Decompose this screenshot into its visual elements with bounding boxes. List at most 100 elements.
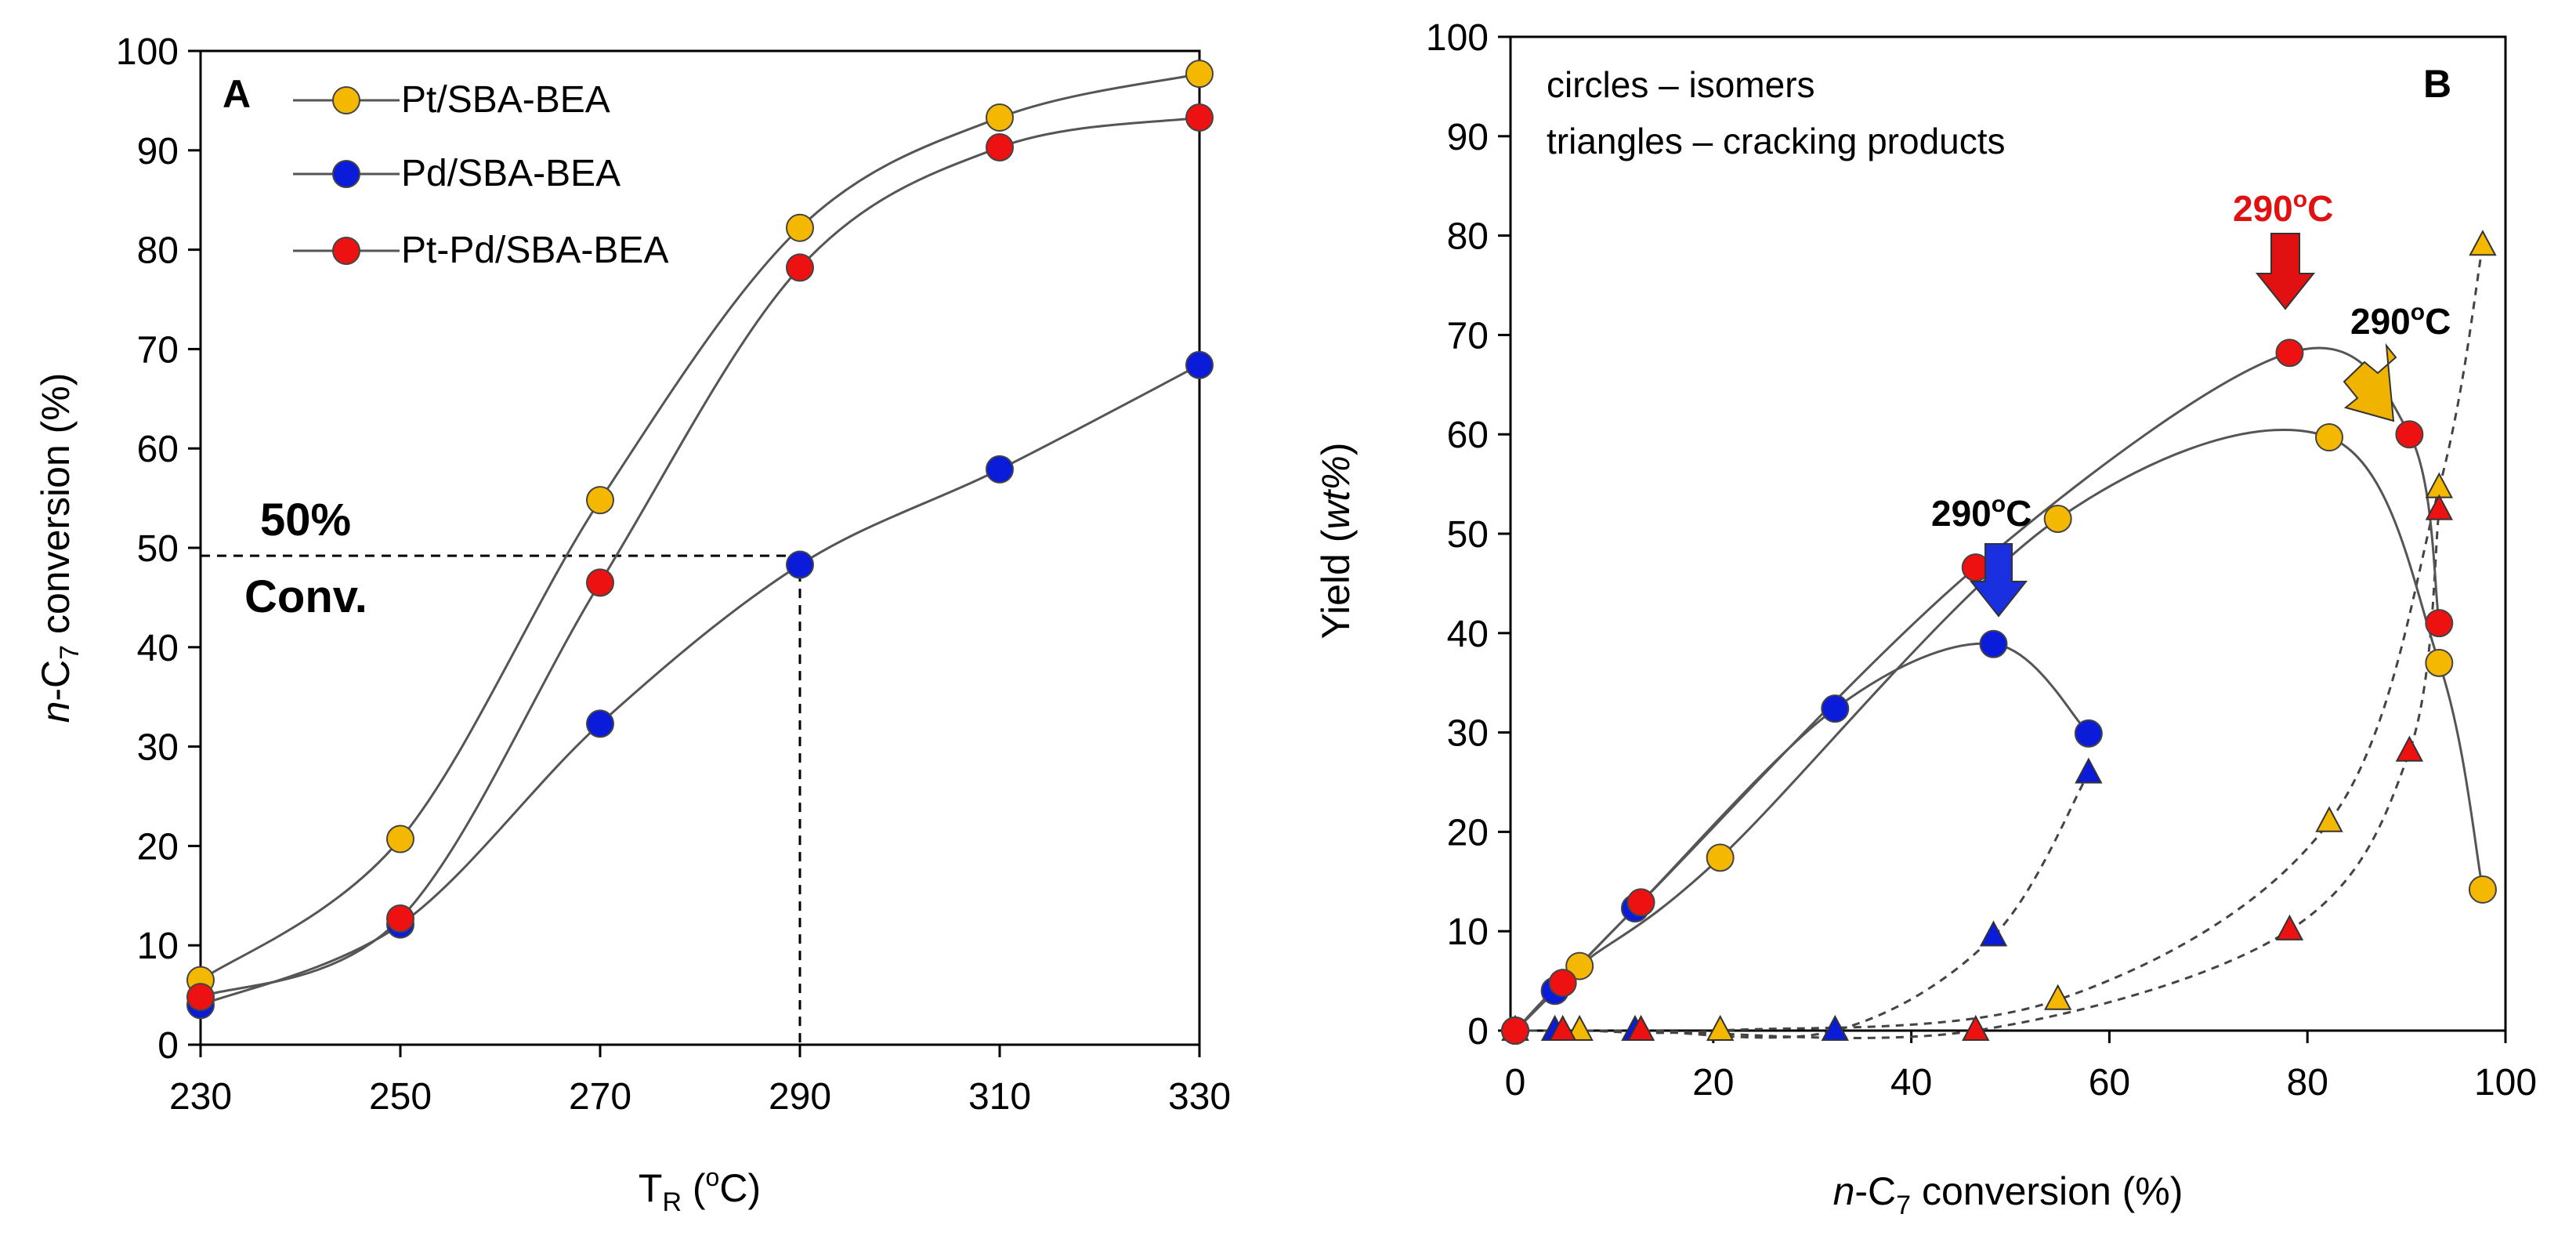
fifty-percent-guide xyxy=(201,554,801,1045)
isomer-point-pt xyxy=(2315,423,2344,452)
isomer-point-pt xyxy=(1565,951,1594,980)
panel-b-y-tick-label: 100 xyxy=(1426,17,1489,59)
legend-label-pd: Pd/SBA-BEA xyxy=(401,153,620,194)
panel-b-y-tick-label: 50 xyxy=(1447,514,1489,556)
isomer-point-pt xyxy=(2468,875,2497,904)
panel-a-letter: A xyxy=(223,72,251,116)
panel-a-y-tick-label: 20 xyxy=(137,826,179,868)
isomer-point-ptpd xyxy=(1501,1017,1529,1045)
panel-b-y-tick-label: 80 xyxy=(1447,216,1489,258)
note-triangles: triangles – cracking products xyxy=(1547,121,2006,161)
isomer-point-ptpd xyxy=(2425,609,2454,638)
panel-b-x-tick-label: 100 xyxy=(2474,1062,2537,1103)
isomer-point-ptpd xyxy=(2275,339,2304,368)
panel-a-points xyxy=(186,60,1214,1020)
arrow-pd-290: 290oC xyxy=(1931,491,2031,618)
panel-a-y-tick-label: 10 xyxy=(137,926,179,967)
label-290-ptpd: 290oC xyxy=(2233,187,2333,229)
arrow-pt-290: 290oC xyxy=(2343,299,2451,422)
panel-b: 0 10 20 30 40 50 60 70 80 90 100 0 20 40 60 80 100 B ci… xyxy=(1314,17,2537,1220)
cracking-point-pt xyxy=(2469,230,2497,256)
panel-a-point-pt xyxy=(386,824,414,853)
panel-a-point-ptpd xyxy=(1185,103,1214,132)
cracking-point-pd xyxy=(2075,757,2103,784)
panel-a-point-ptpd xyxy=(386,904,414,933)
panel-a-x-axis-title: TR (oC) xyxy=(639,1163,761,1217)
panel-a-point-ptpd xyxy=(786,253,814,282)
panel-a-y-tick-label: 90 xyxy=(137,131,179,172)
cracking-point-pt xyxy=(1706,1014,1735,1041)
panel-a-point-pd xyxy=(586,709,614,738)
panel-a-plot-area xyxy=(199,49,1201,1046)
legend-label-pt: Pt/SBA-BEA xyxy=(401,79,610,121)
panel-a-y-tick-label: 50 xyxy=(137,528,179,570)
panel-b-y-tick-label: 60 xyxy=(1447,415,1489,456)
panel-a-x-ticks: 230 250 270 290 310 330 xyxy=(169,1045,1231,1118)
panel-a-y-ticks: 0 10 20 30 40 50 60 70 80 90 100 xyxy=(116,31,201,1067)
cracking-point-pt xyxy=(2044,984,2072,1010)
legend-label-ptpd: Pt-Pd/SBA-BEA xyxy=(401,230,668,271)
panel-b-y-tick-label: 70 xyxy=(1447,315,1489,357)
isomer-point-pd xyxy=(1979,629,2008,658)
panel-a-x-tick-label: 290 xyxy=(769,1076,831,1118)
cracking-point-ptpd xyxy=(1549,1014,1577,1041)
isomer-point-pt xyxy=(1706,843,1735,872)
conversion-label: Conv. xyxy=(244,571,367,622)
panel-b-y-tick-label: 90 xyxy=(1447,117,1489,158)
cracking-point-ptpd xyxy=(1626,1014,1655,1041)
panel-b-y-tick-label: 20 xyxy=(1447,812,1489,853)
panel-a-y-tick-label: 40 xyxy=(137,628,179,669)
isomer-point-ptpd xyxy=(1548,969,1577,998)
panel-a-y-axis-title: n-C7 conversion (%) xyxy=(34,373,85,723)
legend-marker-pt xyxy=(332,86,360,114)
cracking-point-ptpd xyxy=(1962,1014,1990,1041)
panel-a-point-pd xyxy=(786,550,814,579)
isomer-point-ptpd xyxy=(1626,888,1655,917)
cracking-point-pt xyxy=(2315,806,2343,832)
isomer-point-pt xyxy=(2043,504,2072,533)
panel-a-y-tick-label: 80 xyxy=(137,230,179,272)
panel-a-point-pt xyxy=(586,486,614,515)
legend-marker-pd xyxy=(332,160,360,188)
panel-b-letter: B xyxy=(2423,62,2451,106)
arrow-down-ptpd-icon xyxy=(2255,233,2316,310)
panel-a-point-ptpd xyxy=(586,568,614,597)
isomer-point-pd xyxy=(1821,694,1850,723)
panel-b-x-tick-label: 60 xyxy=(2089,1062,2130,1103)
cracking-point-ptpd xyxy=(2425,494,2453,520)
arrow-diagonal-pt-icon xyxy=(2343,342,2397,422)
panel-b-y-axis-title: Yield (wt%) xyxy=(1314,443,1358,640)
cracking-point-ptpd xyxy=(2275,914,2304,940)
panel-b-points xyxy=(1501,230,2497,1045)
isomer-point-pt xyxy=(2425,648,2454,677)
panel-a-x-tick-label: 330 xyxy=(1168,1076,1231,1118)
panel-a-point-pd xyxy=(986,455,1014,484)
cracking-point-pt xyxy=(1565,1014,1594,1041)
panel-b-y-tick-label: 0 xyxy=(1467,1011,1489,1053)
panel-b-y-tick-label: 10 xyxy=(1447,911,1489,953)
panel-a-x-tick-label: 310 xyxy=(968,1076,1031,1118)
legend-marker-ptpd xyxy=(332,237,360,265)
panel-b-x-tick-label: 80 xyxy=(2287,1062,2328,1103)
panel-a: 0 10 20 30 40 50 60 70 80 90 100 230 250 270 290 310 33… xyxy=(34,31,1231,1217)
arrow-ptpd-290: 290oC xyxy=(2233,187,2333,310)
label-290-pt: 290oC xyxy=(2350,299,2451,342)
panel-b-x-tick-label: 40 xyxy=(1890,1062,1932,1103)
panel-a-y-tick-label: 70 xyxy=(137,329,179,371)
label-290-pd: 290oC xyxy=(1931,491,2031,534)
cracking-point-ptpd xyxy=(2395,735,2424,762)
cracking-point-pd xyxy=(1979,920,2008,947)
panel-a-x-tick-label: 230 xyxy=(169,1076,232,1118)
note-circles: circles – isomers xyxy=(1547,64,1815,105)
panel-a-y-tick-label: 0 xyxy=(157,1025,179,1067)
panel-b-y-tick-label: 30 xyxy=(1447,713,1489,755)
cracking-point-pd xyxy=(1821,1014,1849,1041)
panel-a-point-pt xyxy=(986,103,1014,132)
panel-a-point-pt xyxy=(1185,60,1214,89)
isomer-point-pd xyxy=(2074,719,2103,748)
panel-a-x-tick-label: 270 xyxy=(569,1076,631,1118)
panel-b-y-ticks: 0 10 20 30 40 50 60 70 80 90 100 xyxy=(1426,17,1511,1053)
panel-b-x-ticks: 0 20 40 60 80 100 xyxy=(1505,1031,2537,1103)
panel-a-legend: Pt/SBA-BEA Pd/SBA-BEA Pt-Pd/SBA-BEA xyxy=(293,79,668,271)
